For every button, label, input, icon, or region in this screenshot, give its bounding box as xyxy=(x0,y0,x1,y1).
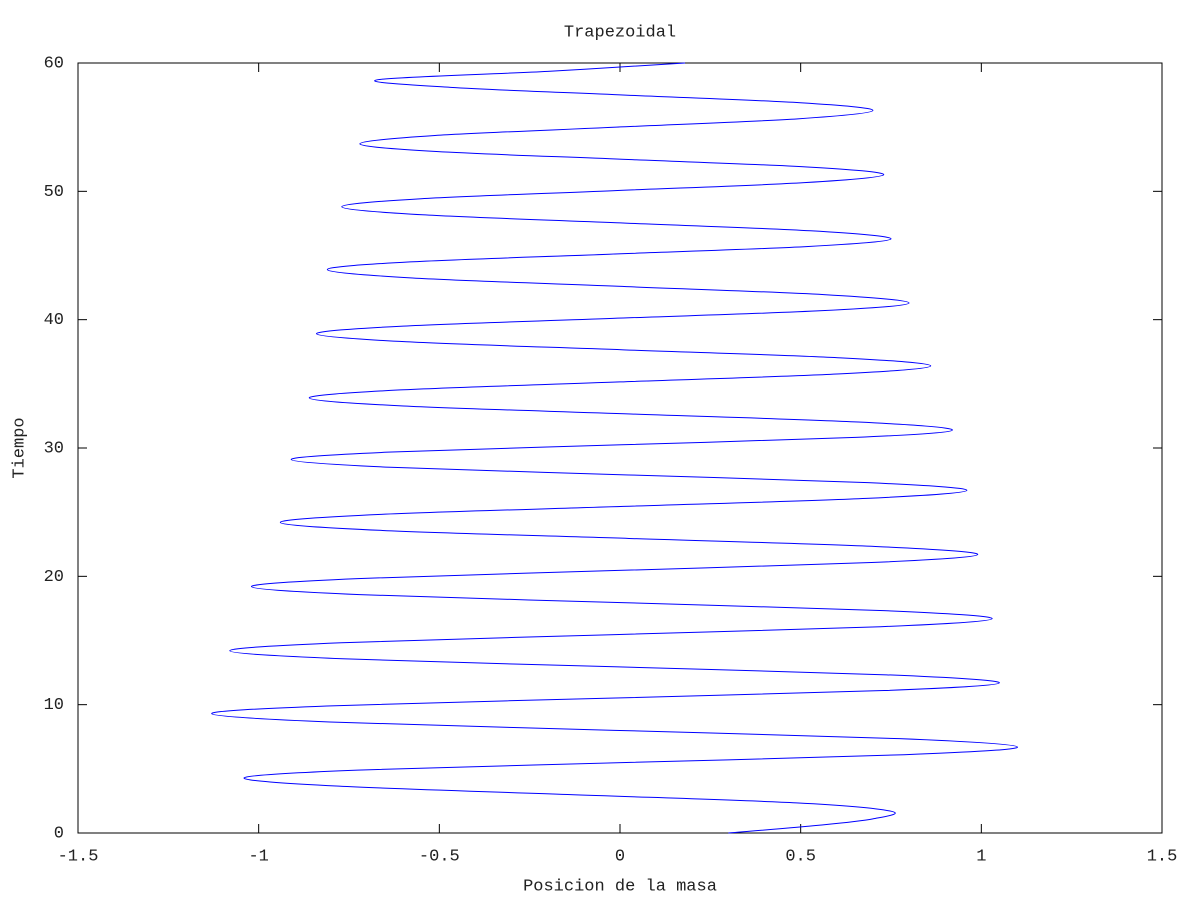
y-tick-label: 50 xyxy=(44,183,64,202)
y-axis-label: Tiempo xyxy=(10,417,29,478)
x-tick-label: 0.5 xyxy=(785,847,816,866)
y-tick-label: 40 xyxy=(44,311,64,330)
x-tick-label: 1.5 xyxy=(1147,847,1178,866)
y-tick-label: 10 xyxy=(44,696,64,715)
x-tick-label: -1 xyxy=(248,847,268,866)
chart-title: Trapezoidal xyxy=(564,23,676,42)
x-tick-label: 1 xyxy=(976,847,986,866)
y-tick-label: 0 xyxy=(54,824,64,843)
x-tick-label: -0.5 xyxy=(419,847,460,866)
x-tick-label: -1.5 xyxy=(58,847,99,866)
x-tick-label: 0 xyxy=(615,847,625,866)
data-line xyxy=(211,62,1018,834)
y-tick-label: 60 xyxy=(44,54,64,73)
x-axis-label: Posicion de la masa xyxy=(523,877,717,896)
y-tick-label: 30 xyxy=(44,439,64,458)
y-tick-label: 20 xyxy=(44,568,64,587)
